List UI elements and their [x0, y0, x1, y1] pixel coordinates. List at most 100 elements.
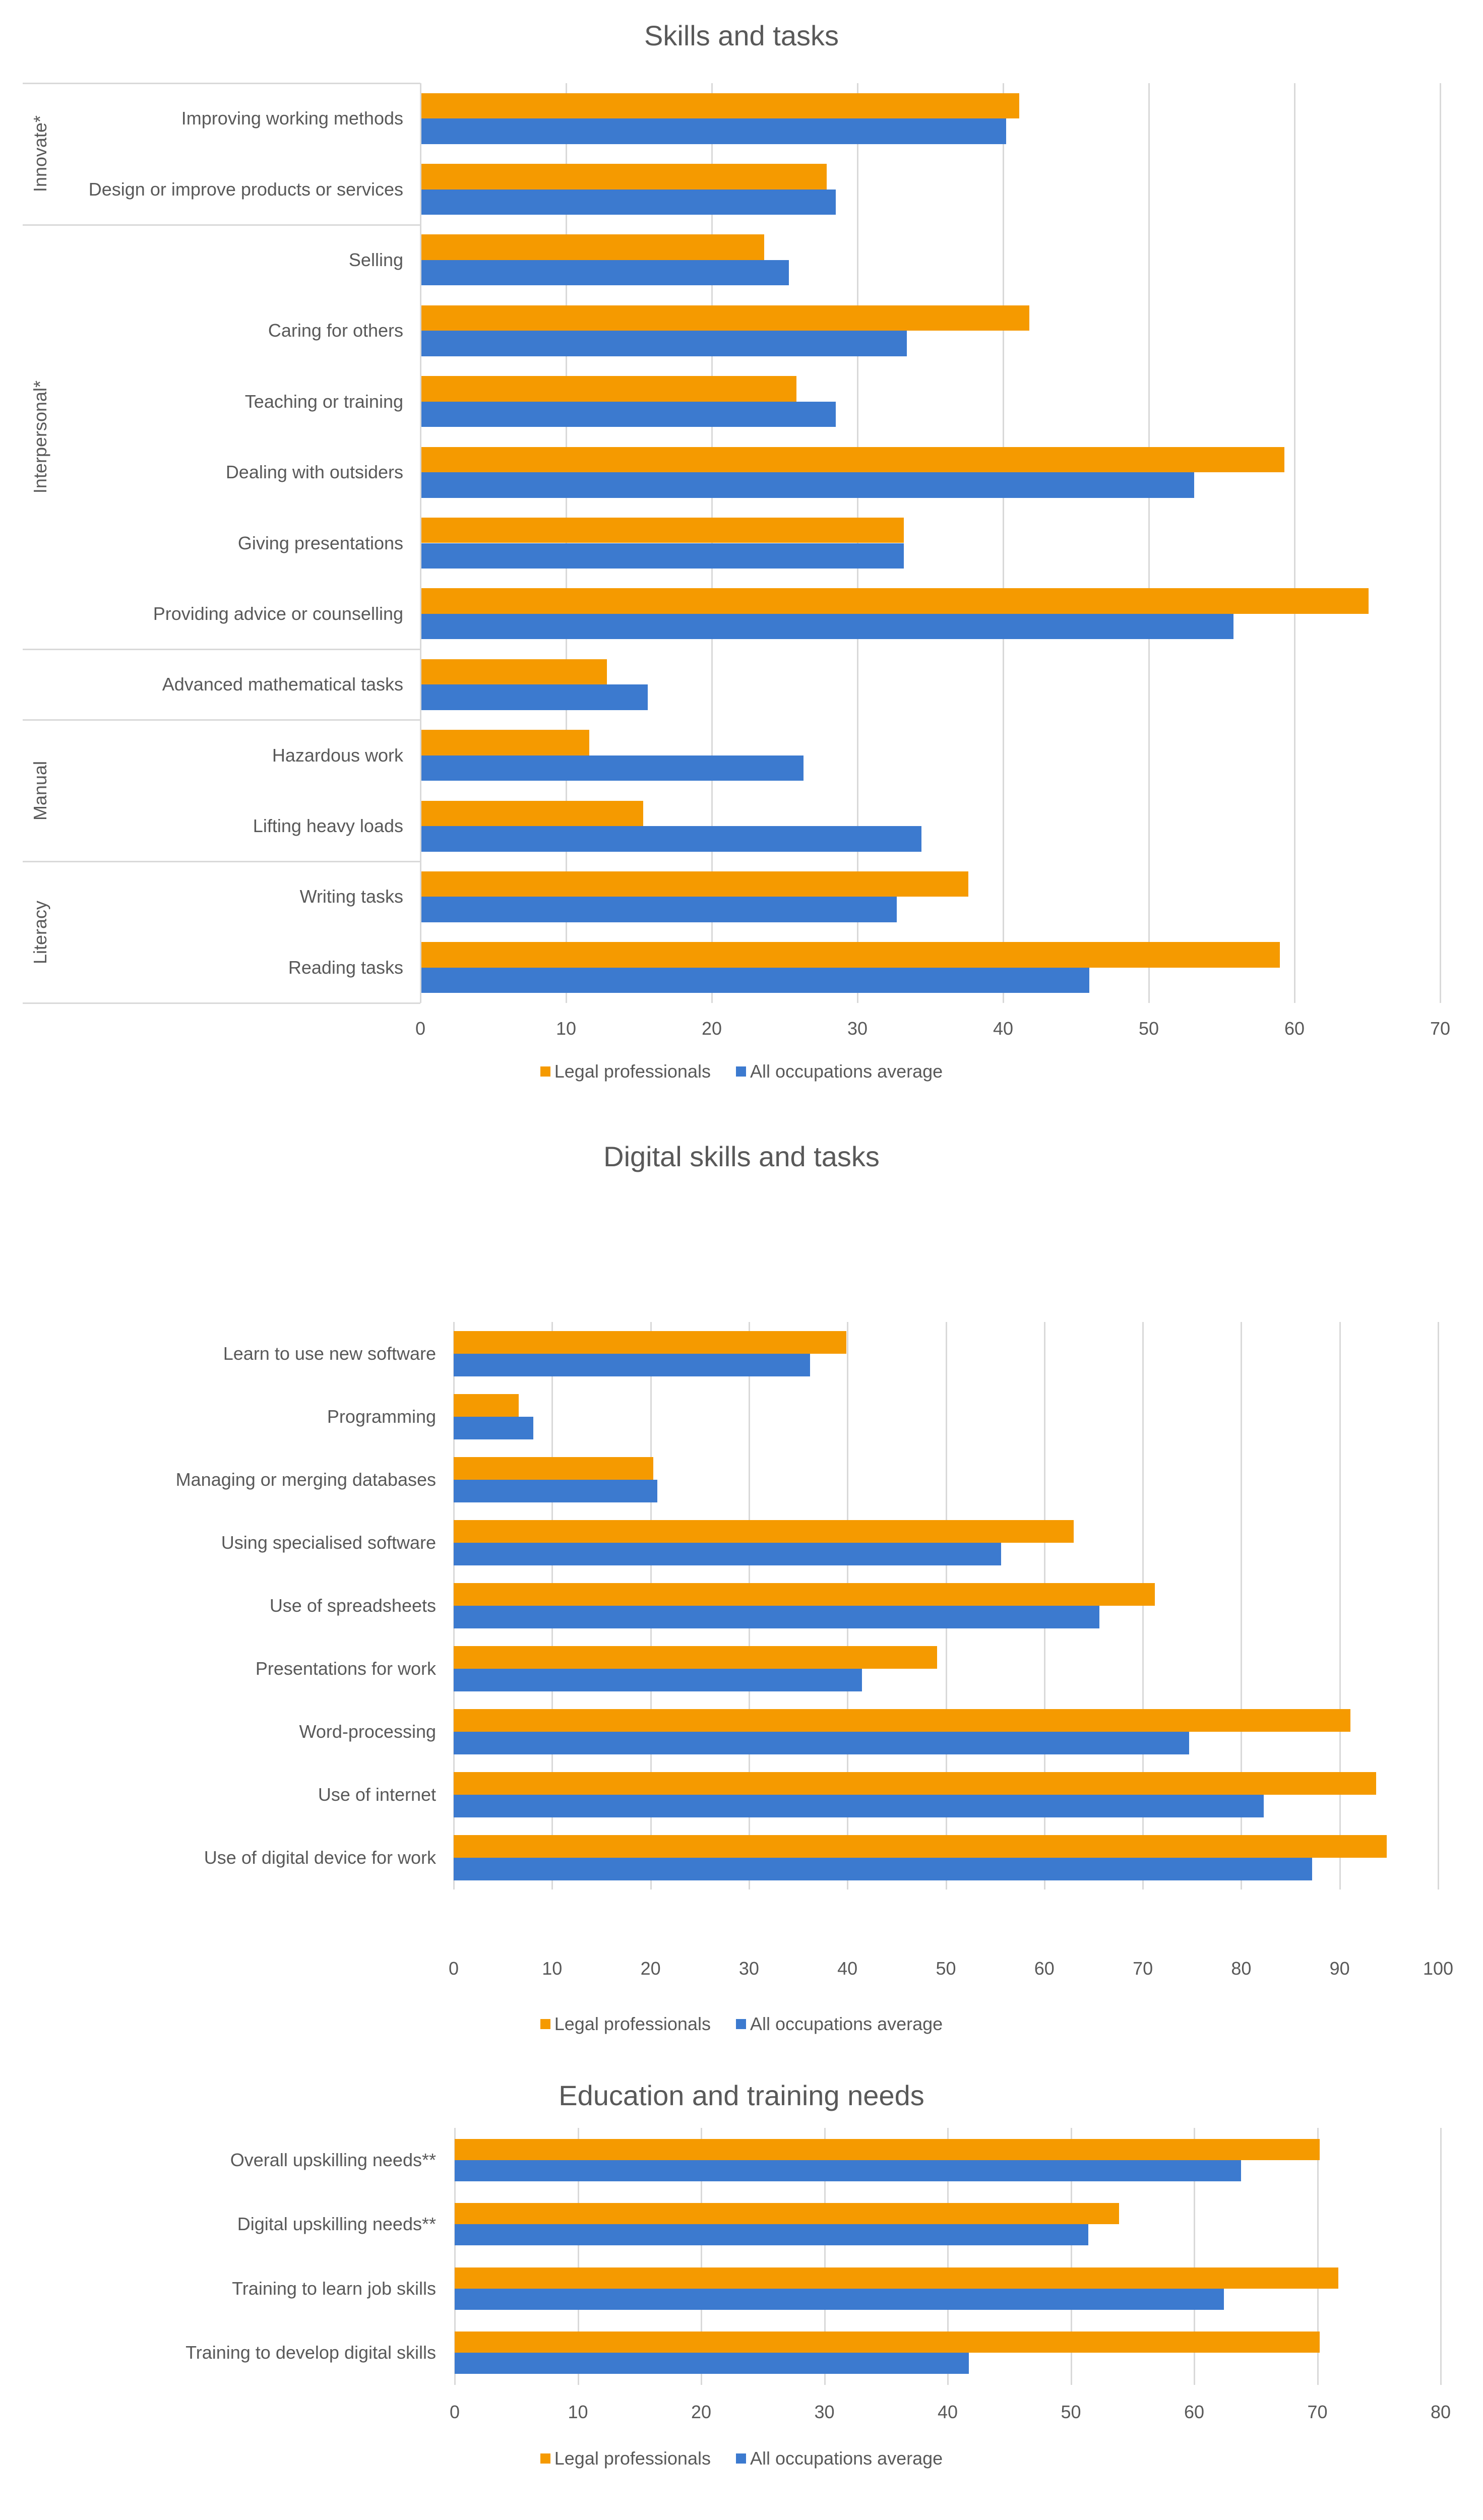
x-tick-label: 10 [555, 1018, 577, 1039]
legend-swatch-legal [540, 2453, 550, 2464]
bar-legal-professionals [420, 447, 1284, 473]
legend-label-legal: Legal professionals [554, 2013, 711, 2034]
chart-title: Digital skills and tasks [603, 1141, 880, 1172]
bar-all-occupations [420, 260, 789, 286]
x-tick-label: 90 [1329, 1958, 1350, 1979]
legend-item-all: All occupations average [735, 2013, 943, 2035]
bar-legal-professionals [420, 164, 827, 190]
legend-swatch-all [735, 2453, 746, 2464]
plot-area [420, 83, 1441, 1003]
bar-all-occupations [420, 189, 836, 215]
bar-legal-professionals [454, 1394, 519, 1417]
x-tick-label: 30 [814, 2402, 835, 2422]
gridline [1317, 2128, 1319, 2385]
bar-legal-professionals [454, 1583, 1155, 1606]
x-tick-label: 40 [993, 1018, 1014, 1039]
category-label: Learn to use new software [223, 1343, 436, 1364]
chart-title: Skills and tasks [644, 20, 839, 51]
bar-all-occupations [454, 1669, 862, 1692]
bar-all-occupations [420, 543, 904, 569]
bar-all-occupations [420, 401, 836, 427]
x-tick-label: 0 [415, 1018, 426, 1039]
x-tick-label: 80 [1430, 2402, 1451, 2422]
x-tick-label: 60 [1184, 2402, 1205, 2422]
group-separator [23, 861, 420, 863]
x-tick-label: 0 [449, 2402, 460, 2422]
gridline [947, 2128, 949, 2385]
bar-all-occupations [420, 684, 648, 710]
x-tick-label: 60 [1034, 1958, 1055, 1979]
x-tick-label: 40 [837, 1958, 858, 1979]
legend-label-legal: Legal professionals [554, 1061, 711, 1082]
category-label: Writing tasks [299, 886, 403, 907]
x-tick-label: 20 [640, 1958, 661, 1979]
bar-legal-professionals [455, 2203, 1119, 2225]
bar-all-occupations [420, 118, 1006, 144]
category-label: Dealing with outsiders [225, 462, 403, 483]
gridline [701, 2128, 702, 2385]
plot-area [453, 1322, 1439, 1889]
bar-legal-professionals [420, 588, 1369, 614]
bar-legal-professionals [420, 942, 1280, 968]
legend-swatch-legal [540, 2019, 550, 2029]
bar-all-occupations [454, 1542, 1001, 1565]
legend-item-legal: Legal professionals [540, 1061, 711, 1082]
bar-legal-professionals [420, 659, 607, 685]
category-label: Lifting heavy loads [253, 815, 403, 837]
category-label: Overall upskilling needs** [230, 2149, 436, 2170]
category-label: Hazardous work [272, 744, 403, 766]
x-tick-label: 80 [1231, 1958, 1252, 1979]
gridline [1438, 1322, 1439, 1889]
x-tick-label: 20 [691, 2402, 712, 2422]
x-tick-label: 10 [568, 2402, 588, 2422]
gridline [1070, 2128, 1072, 2385]
bar-legal-professionals [454, 1709, 1351, 1732]
category-label: Word-processing [299, 1721, 436, 1742]
legend: Legal professionals All occupations aver… [0, 2013, 1483, 2035]
legend-swatch-legal [540, 1066, 550, 1077]
gridline [1142, 1322, 1144, 1889]
x-tick-label: 10 [542, 1958, 563, 1979]
bar-all-occupations [454, 1353, 810, 1376]
x-tick-label: 50 [936, 1958, 956, 1979]
x-tick-label: 30 [847, 1018, 868, 1039]
gridline [1241, 1322, 1243, 1889]
category-label: Using specialised software [221, 1532, 436, 1553]
category-label: Improving working methods [181, 108, 403, 129]
x-tick-label: 70 [1133, 1958, 1153, 1979]
bar-legal-professionals [420, 305, 1030, 331]
bar-all-occupations [455, 2353, 969, 2374]
chart-title: Education and training needs [559, 2080, 924, 2111]
category-label: Reading tasks [288, 957, 403, 978]
category-label: Use of internet [318, 1784, 436, 1805]
x-tick-label: 20 [701, 1018, 722, 1039]
bar-legal-professionals [454, 1457, 654, 1480]
category-label: Giving presentations [237, 532, 403, 553]
bar-all-occupations [454, 1479, 658, 1502]
bar-all-occupations [420, 755, 804, 781]
bar-all-occupations [454, 1732, 1189, 1755]
category-label: Advanced mathematical tasks [162, 674, 403, 695]
x-tick-label: 60 [1284, 1018, 1305, 1039]
bar-legal-professionals [455, 2138, 1320, 2160]
legend-label-all: All occupations average [750, 1061, 943, 1082]
group-separator [23, 649, 420, 651]
bar-legal-professionals [454, 1835, 1387, 1858]
bar-legal-professionals [420, 730, 590, 755]
category-label: Use of spreadsheets [269, 1595, 436, 1616]
legend-item-legal: Legal professionals [540, 2448, 711, 2469]
x-tick-label: 30 [738, 1958, 759, 1979]
plot-area [454, 2128, 1442, 2385]
gridline [1440, 83, 1441, 1003]
legend-swatch-all [735, 1066, 746, 1077]
gridline [454, 2128, 456, 2385]
bar-all-occupations [455, 2288, 1224, 2310]
bar-legal-professionals [454, 1331, 847, 1354]
x-tick-label: 0 [448, 1958, 459, 1979]
gridline [1339, 1322, 1341, 1889]
group-label: Interpersonal* [30, 380, 50, 493]
bar-legal-professionals [454, 1520, 1074, 1543]
gridline [1194, 2128, 1195, 2385]
category-label: Training to learn job skills [232, 2278, 436, 2299]
legend: Legal professionals All occupations aver… [0, 1061, 1483, 1082]
